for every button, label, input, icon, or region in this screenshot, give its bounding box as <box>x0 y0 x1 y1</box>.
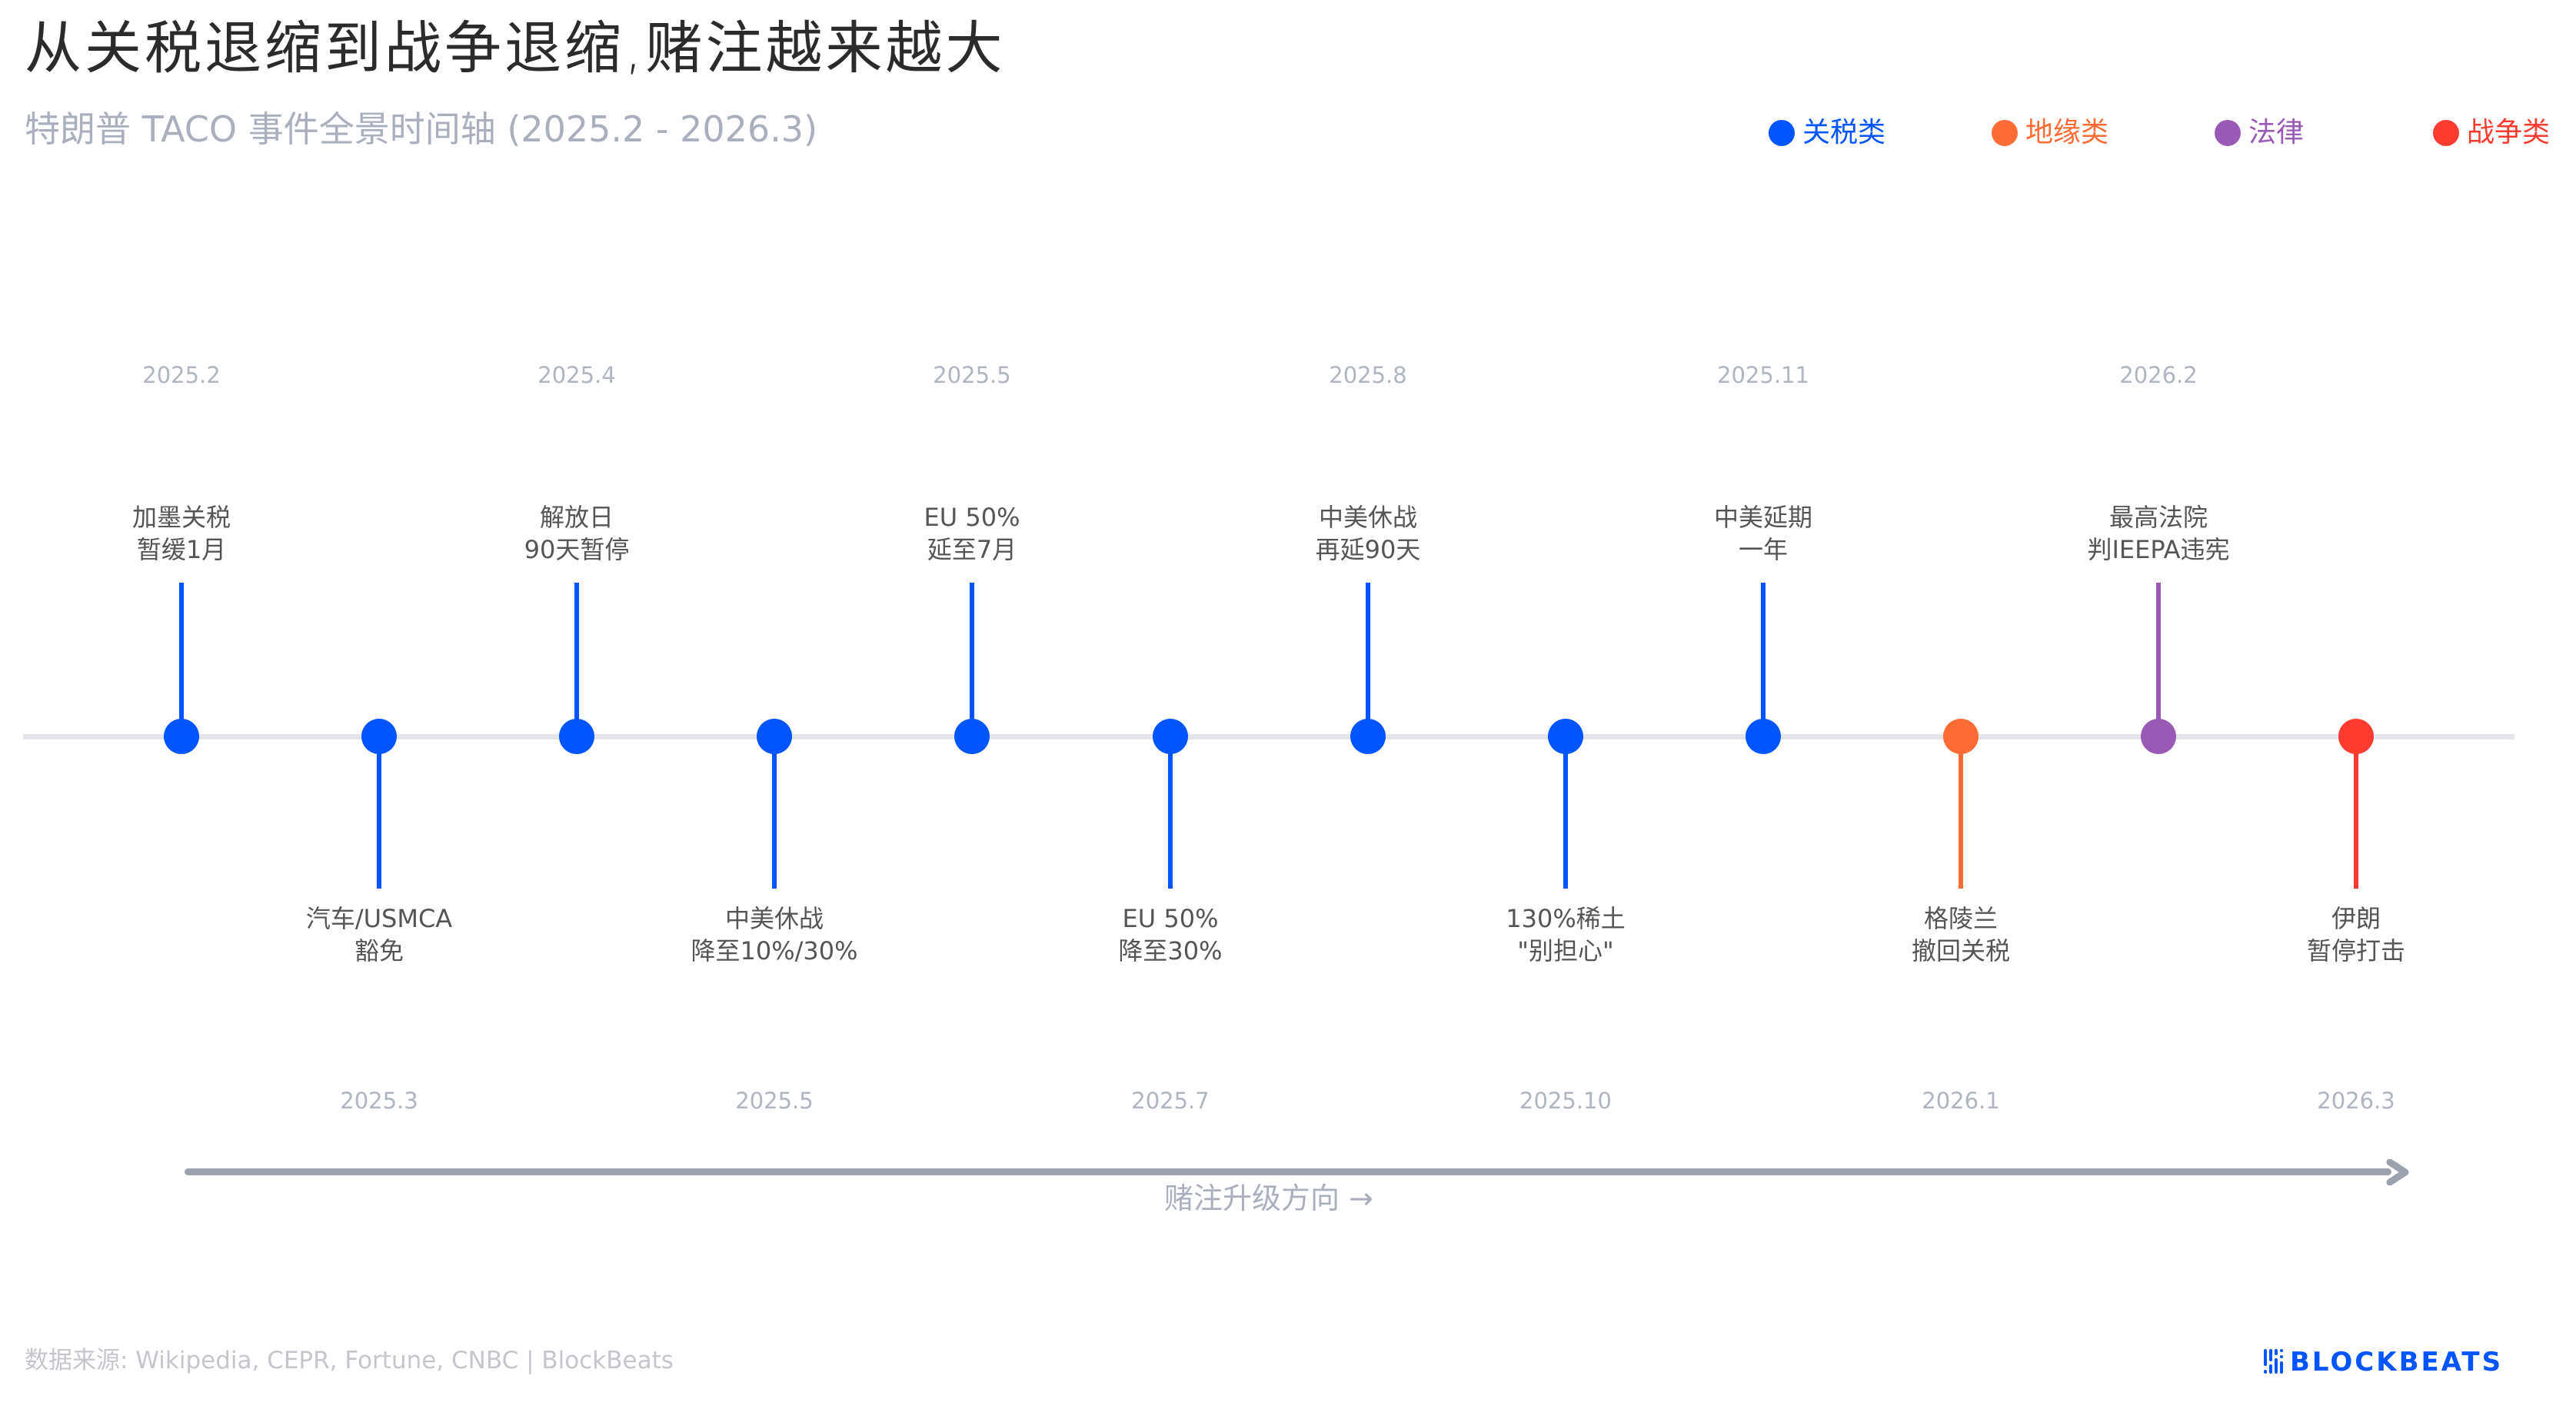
brand-logo: BLOCKBEATS <box>2264 1347 2503 1377</box>
event-label-line2: 延至7月 <box>927 535 1017 564</box>
event-label-line1: 130%稀土 <box>1506 904 1626 933</box>
legend-item-geopolitical: 地缘类 <box>1992 115 2108 151</box>
event-label: 最高法院 判IEEPA违宪 <box>2005 501 2312 566</box>
legend-dot-icon <box>1769 120 1795 146</box>
event-date: 2025.10 <box>1519 1088 1612 1114</box>
event-stem <box>377 736 381 889</box>
event-stem <box>1959 736 1963 889</box>
event-stem <box>2354 736 2358 889</box>
event-label-line1: 格陵兰 <box>1923 904 1998 933</box>
event-stem <box>772 736 777 889</box>
event-date: 2026.3 <box>2317 1088 2395 1114</box>
event-date: 2025.3 <box>340 1088 418 1114</box>
event-date: 2025.5 <box>933 362 1011 388</box>
event-label-line1: 解放日 <box>539 503 614 532</box>
brand-name: BLOCKBEATS <box>2290 1347 2504 1377</box>
timeline-axis <box>23 734 2514 739</box>
escalation-arrow <box>185 1168 2391 1175</box>
legend-dot-icon <box>1992 120 2018 146</box>
event-dot-icon <box>2141 719 2176 754</box>
event-label: EU 50% 延至7月 <box>818 501 1126 566</box>
arrow-head-icon <box>2386 1159 2409 1185</box>
event-stem <box>1168 736 1173 889</box>
event-stem <box>1761 583 1766 736</box>
event-label-line2: 90天暂停 <box>524 535 630 564</box>
event-label-line2: 降至30% <box>1118 936 1223 965</box>
event-label: 解放日 90天暂停 <box>423 501 731 566</box>
event-dot-icon <box>757 719 792 754</box>
event-label-line1: 中美延期 <box>1713 503 1812 532</box>
legend-label: 关税类 <box>1802 117 1886 148</box>
legend-label: 地缘类 <box>2025 117 2109 148</box>
event-label: EU 50% 降至30% <box>1017 902 1324 967</box>
legend-label: 法律 <box>2248 117 2305 148</box>
page-subtitle: 特朗普 TACO 事件全景时间轴 (2025.2 - 2026.3) <box>25 108 818 150</box>
event-date: 2025.7 <box>1131 1088 1210 1114</box>
event-stem <box>1366 583 1370 736</box>
event-label-line2: 豁免 <box>354 936 404 965</box>
event-label: 伊朗 暂停打击 <box>2202 902 2510 967</box>
event-dot-icon <box>2338 719 2374 754</box>
legend-item-tariff: 关税类 <box>1769 115 1885 151</box>
event-date: 2026.2 <box>2119 362 2198 388</box>
event-label-line2: 暂停打击 <box>2306 936 2405 965</box>
event-label-line1: 中美休战 <box>724 904 824 933</box>
event-stem <box>574 583 579 736</box>
page-title: 从关税退缩到战争退缩,赌注越来越大 <box>25 15 1006 81</box>
legend-dot-icon <box>2433 120 2459 146</box>
event-label: 中美延期 一年 <box>1609 501 1917 566</box>
event-date: 2025.5 <box>735 1088 814 1114</box>
event-label: 130%稀土 "别担心" <box>1412 902 1719 967</box>
legend-dot-icon <box>2215 120 2241 146</box>
data-source: 数据来源: Wikipedia, CEPR, Fortune, CNBC | B… <box>25 1347 674 1374</box>
legend-label: 战争类 <box>2467 117 2551 148</box>
event-label: 中美休战 降至10%/30% <box>621 902 928 967</box>
event-stem <box>179 583 184 736</box>
event-label-line1: 最高法院 <box>2108 503 2208 532</box>
event-date: 2026.1 <box>1922 1088 2000 1114</box>
event-label-line2: 撤回关税 <box>1911 936 2010 965</box>
event-label-line1: EU 50% <box>924 503 1020 532</box>
event-label: 加墨关税 暂缓1月 <box>28 501 335 566</box>
arrow-caption: 赌注升级方向 → <box>1164 1181 1373 1215</box>
event-dot-icon <box>361 719 397 754</box>
event-stem <box>970 583 974 736</box>
event-label-line2: 一年 <box>1738 535 1788 564</box>
event-dot-icon <box>1153 719 1188 754</box>
event-date: 2025.2 <box>142 362 221 388</box>
event-label-line1: 伊朗 <box>2331 904 2381 933</box>
event-dot-icon <box>1350 719 1386 754</box>
event-label: 中美休战 再延90天 <box>1214 501 1522 566</box>
event-label-line2: 暂缓1月 <box>136 535 227 564</box>
event-dot-icon <box>164 719 199 754</box>
event-stem <box>1563 736 1568 889</box>
event-dot-icon <box>1943 719 1979 754</box>
legend-item-war: 战争类 <box>2433 115 2550 151</box>
event-label-line1: 汽车/USMCA <box>305 904 453 933</box>
event-label-line2: 降至10%/30% <box>691 936 858 965</box>
event-date: 2025.11 <box>1717 362 1809 388</box>
event-label-line2: "别担心" <box>1517 936 1614 965</box>
event-dot-icon <box>1548 719 1583 754</box>
legend-item-legal: 法律 <box>2215 115 2304 151</box>
event-dot-icon <box>954 719 990 754</box>
event-label-line1: EU 50% <box>1122 904 1219 933</box>
event-label-line1: 中美休战 <box>1318 503 1417 532</box>
event-date: 2025.4 <box>537 362 616 388</box>
event-label-line1: 加墨关税 <box>131 503 231 532</box>
event-label: 格陵兰 撤回关税 <box>1807 902 2115 967</box>
event-label-line2: 判IEEPA违宪 <box>2087 535 2230 564</box>
event-label-line2: 再延90天 <box>1315 535 1421 564</box>
event-stem <box>2156 583 2161 736</box>
event-date: 2025.8 <box>1329 362 1407 388</box>
event-dot-icon <box>559 719 594 754</box>
event-label: 汽车/USMCA 豁免 <box>225 902 533 967</box>
blockbeats-logo-icon <box>2264 1349 2283 1374</box>
event-dot-icon <box>1746 719 1781 754</box>
